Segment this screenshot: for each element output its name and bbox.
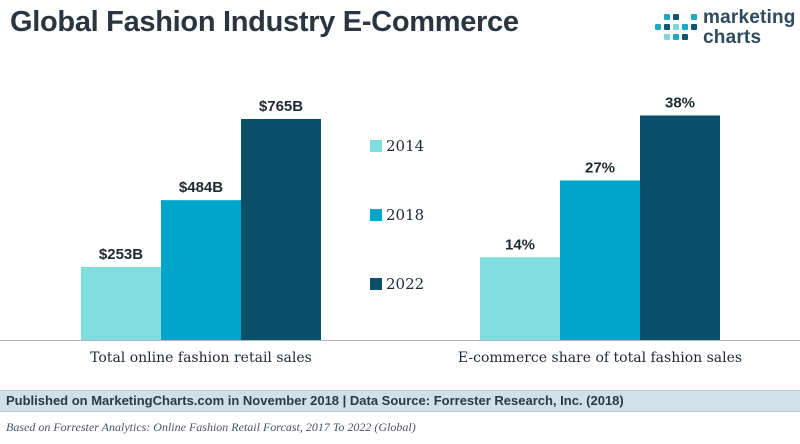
bar-2018 <box>161 200 241 340</box>
bar-chart: $253B $484B $765B Total online fashion reta… <box>0 94 800 366</box>
data-label: 27% <box>585 159 615 176</box>
chart-title: Global Fashion Industry E-Commerce <box>10 6 519 38</box>
data-label: 14% <box>505 236 535 253</box>
logo-dot <box>691 24 697 30</box>
bar-2022 <box>241 119 321 340</box>
logo-dot <box>682 34 688 40</box>
bar-2014 <box>480 257 560 340</box>
category-label: Total online fashion retail sales <box>90 350 312 366</box>
data-label: $484B <box>179 179 223 196</box>
logo-dot <box>673 24 679 30</box>
logo-dot <box>673 14 679 20</box>
bar-2014 <box>81 266 161 340</box>
logo-dot <box>673 34 679 40</box>
legend-swatch <box>370 140 382 152</box>
data-label: $765B <box>259 98 303 115</box>
logo-dot <box>655 24 661 30</box>
marketingcharts-logo[interactable]: marketing charts <box>651 8 795 50</box>
legend-label: 2022 <box>386 275 424 293</box>
bar-2018 <box>560 180 640 340</box>
data-label: 38% <box>665 94 695 111</box>
logo-line2: charts <box>703 27 762 48</box>
logo-line1: marketing <box>703 7 796 28</box>
logo-dot <box>664 14 670 20</box>
footer-source-bar: Published on MarketingCharts.com in Nove… <box>0 390 800 412</box>
legend-swatch <box>370 209 382 221</box>
logo-dots-icon <box>655 14 697 40</box>
footer-published: Published on MarketingCharts.com in Nove… <box>6 393 624 408</box>
logo-dot <box>682 24 688 30</box>
footer-note: Based on Forrester Analytics: Online Fas… <box>6 420 416 434</box>
legend-swatch <box>370 278 382 290</box>
logo-text: marketing charts <box>703 8 796 48</box>
logo-dot <box>664 34 670 40</box>
legend-label: 2014 <box>386 137 424 155</box>
bar-2022 <box>640 115 720 340</box>
logo-dot <box>691 14 697 20</box>
logo-dot <box>664 24 670 30</box>
category-label: E-commerce share of total fashion sales <box>458 350 742 366</box>
data-label: $253B <box>99 246 143 263</box>
legend-label: 2018 <box>386 206 424 224</box>
